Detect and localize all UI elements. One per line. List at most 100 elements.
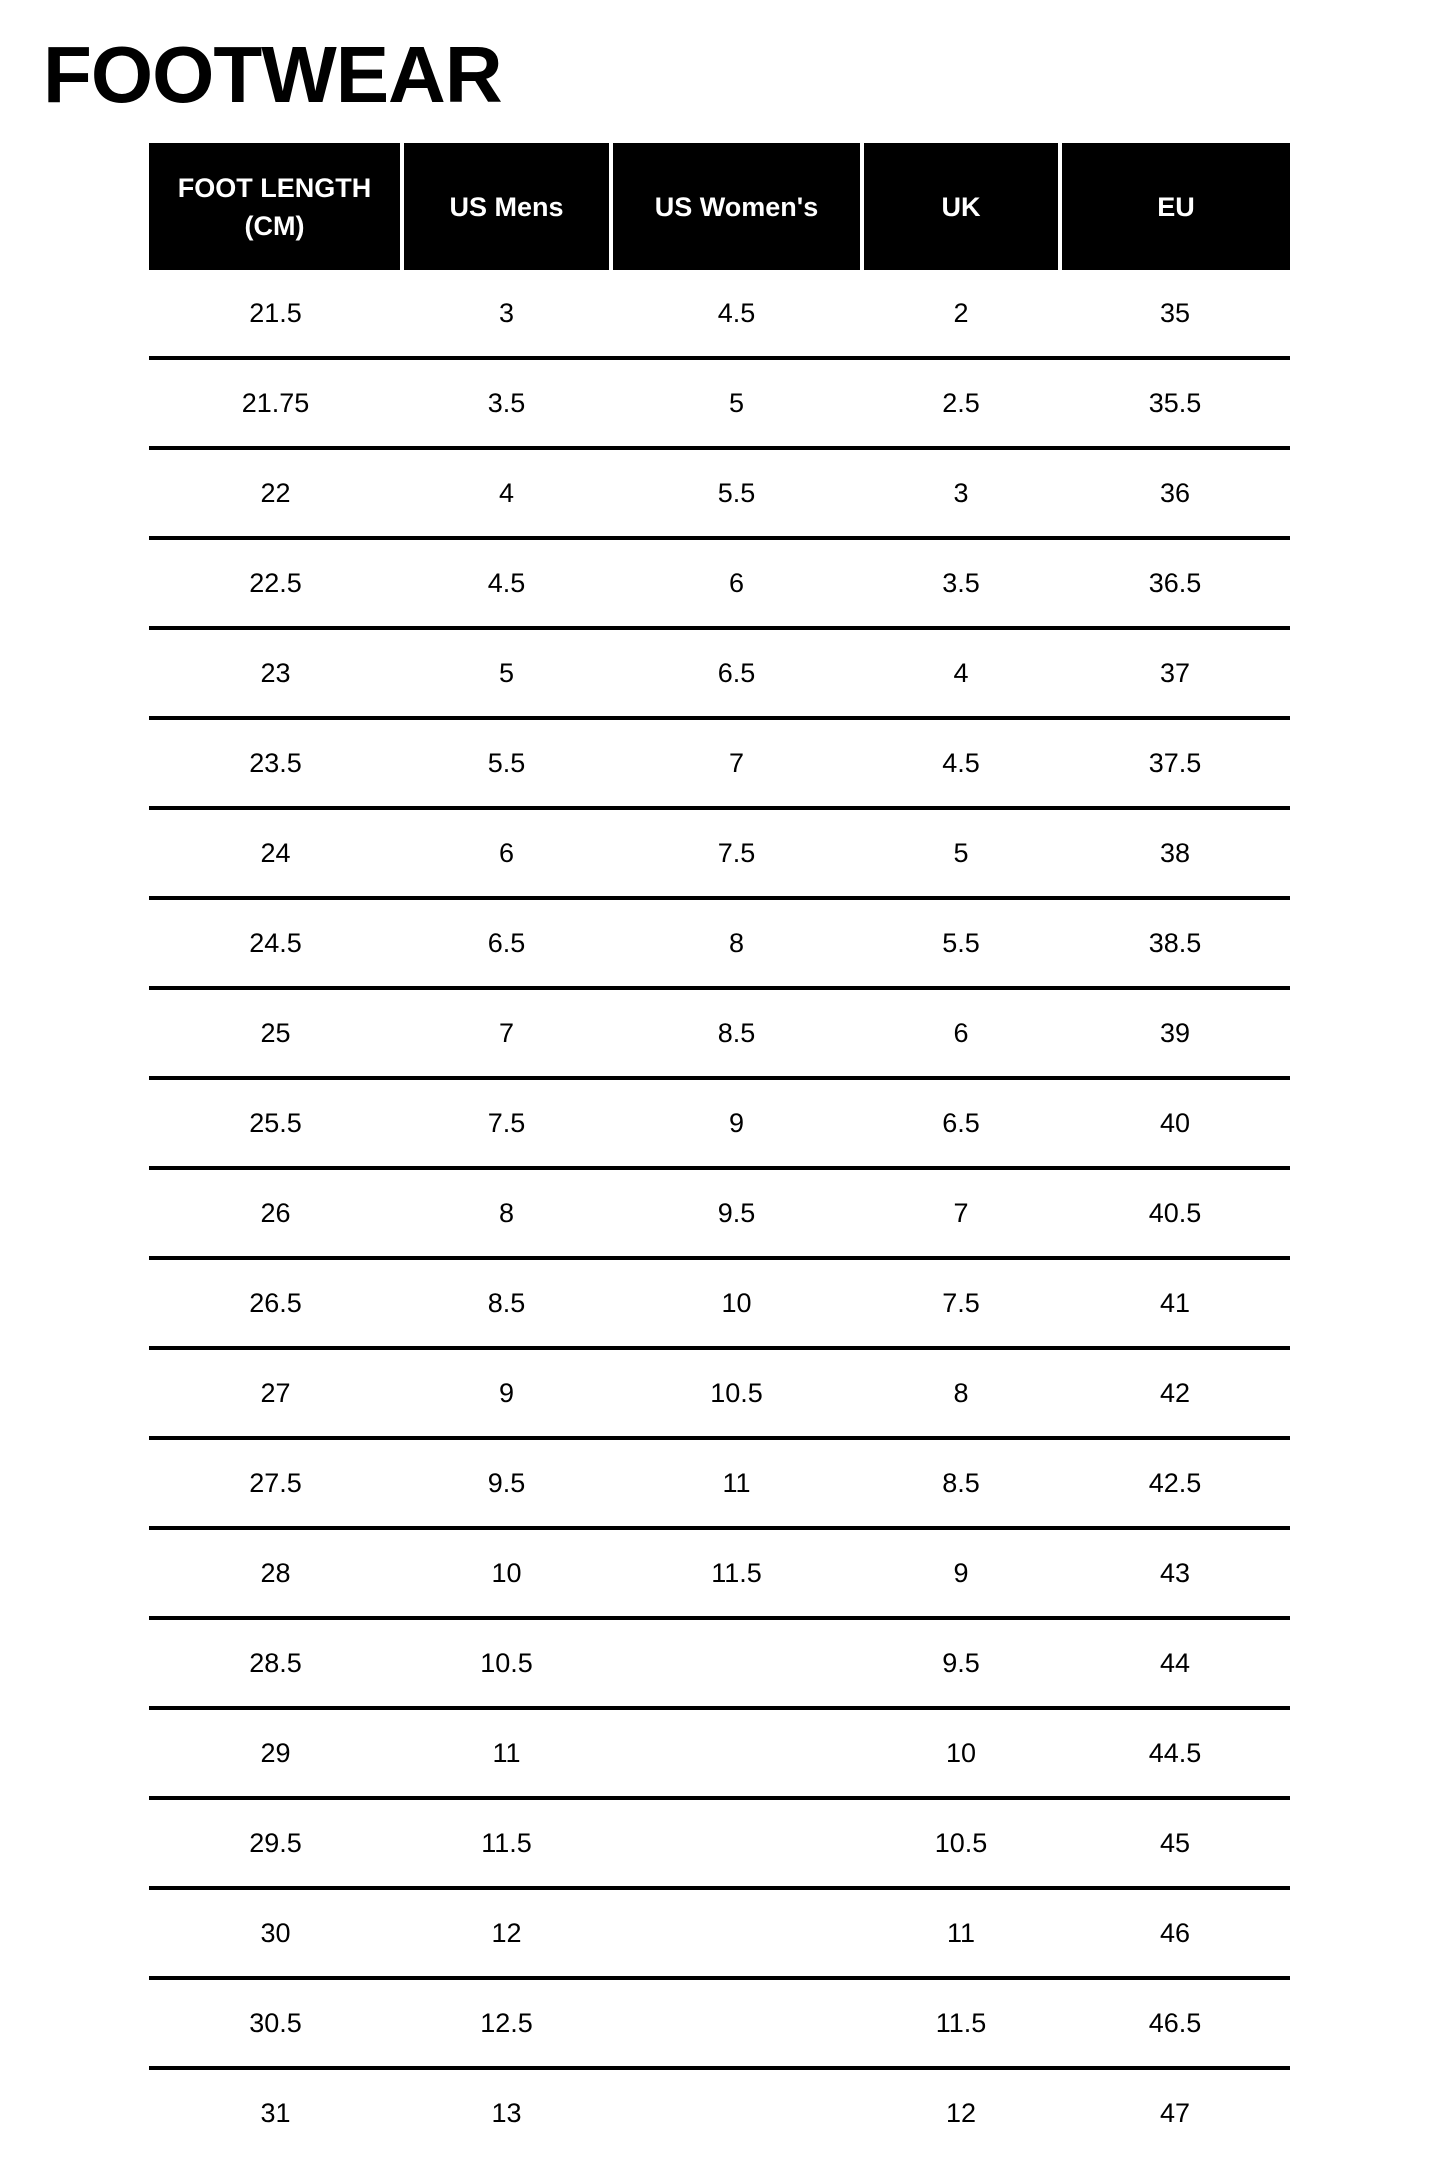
cell-us-mens: 3 — [402, 270, 611, 360]
table-row: 23 5 6.5 4 37 — [149, 628, 1290, 720]
cell-us-womens: 5 — [611, 358, 862, 450]
table-row: 26.5 8.5 10 7.5 41 — [149, 1258, 1290, 1350]
cell-us-womens: 7 — [611, 718, 862, 810]
table-row: 23.5 5.5 7 4.5 37.5 — [149, 718, 1290, 810]
cell-us-mens: 4.5 — [402, 538, 611, 630]
header-us-mens: US Mens — [400, 143, 611, 270]
cell-uk: 10.5 — [862, 1798, 1060, 1890]
table-row: 26 8 9.5 7 40.5 — [149, 1168, 1290, 1260]
cell-uk: 11.5 — [862, 1978, 1060, 2070]
table-row: 22.5 4.5 6 3.5 36.5 — [149, 538, 1290, 630]
cell-uk: 3.5 — [862, 538, 1060, 630]
cell-uk: 9 — [862, 1528, 1060, 1620]
cell-eu: 38.5 — [1060, 898, 1290, 990]
cell-us-womens: 7.5 — [611, 808, 862, 900]
cell-eu: 40.5 — [1060, 1168, 1290, 1260]
cell-uk: 8 — [862, 1348, 1060, 1440]
cell-eu: 44.5 — [1060, 1708, 1290, 1800]
cell-foot-length: 21.75 — [149, 358, 402, 450]
cell-us-womens — [611, 1978, 862, 2070]
cell-eu: 44 — [1060, 1618, 1290, 1710]
cell-eu: 43 — [1060, 1528, 1290, 1620]
cell-uk: 2.5 — [862, 358, 1060, 450]
cell-us-mens: 4 — [402, 448, 611, 540]
cell-uk: 7 — [862, 1168, 1060, 1260]
cell-eu: 42.5 — [1060, 1438, 1290, 1530]
cell-eu: 41 — [1060, 1258, 1290, 1350]
cell-uk: 4.5 — [862, 718, 1060, 810]
cell-us-mens: 5 — [402, 628, 611, 720]
header-us-womens: US Women's — [609, 143, 862, 270]
cell-us-womens: 9.5 — [611, 1168, 862, 1260]
table-row: 22 4 5.5 3 36 — [149, 448, 1290, 540]
cell-uk: 6.5 — [862, 1078, 1060, 1170]
cell-us-mens: 11 — [402, 1708, 611, 1800]
cell-eu: 42 — [1060, 1348, 1290, 1440]
cell-foot-length: 25 — [149, 988, 402, 1080]
cell-uk: 7.5 — [862, 1258, 1060, 1350]
table-header-row: FOOT LENGTH (CM) US Mens US Women's UK E… — [149, 143, 1290, 270]
cell-us-womens — [611, 1798, 862, 1890]
cell-eu: 36.5 — [1060, 538, 1290, 630]
cell-us-mens: 7.5 — [402, 1078, 611, 1170]
cell-us-mens: 6.5 — [402, 898, 611, 990]
cell-uk: 2 — [862, 270, 1060, 360]
cell-us-womens: 9 — [611, 1078, 862, 1170]
cell-us-womens: 4.5 — [611, 270, 862, 360]
cell-foot-length: 24.5 — [149, 898, 402, 990]
cell-us-mens: 8.5 — [402, 1258, 611, 1350]
table-row: 25.5 7.5 9 6.5 40 — [149, 1078, 1290, 1170]
cell-foot-length: 23 — [149, 628, 402, 720]
cell-foot-length: 27 — [149, 1348, 402, 1440]
cell-foot-length: 25.5 — [149, 1078, 402, 1170]
cell-uk: 4 — [862, 628, 1060, 720]
cell-us-womens — [611, 2068, 862, 2156]
cell-uk: 3 — [862, 448, 1060, 540]
cell-us-womens: 8 — [611, 898, 862, 990]
cell-us-womens: 10.5 — [611, 1348, 862, 1440]
cell-eu: 47 — [1159, 2097, 1191, 2128]
cell-us-womens — [611, 1708, 862, 1800]
cell-foot-length: 22 — [149, 448, 402, 540]
cell-us-womens: 11.5 — [611, 1528, 862, 1620]
cell-us-mens: 13 — [491, 2097, 522, 2128]
header-foot-length: FOOT LENGTH (CM) — [149, 143, 402, 270]
cell-uk: 6 — [862, 988, 1060, 1080]
table-row: 21.5 3 4.5 2 35 — [149, 270, 1290, 360]
cell-eu: 45 — [1060, 1798, 1290, 1890]
cell-foot-length: 31 — [260, 2097, 291, 2128]
cell-foot-length: 29 — [149, 1708, 402, 1800]
cell-foot-length: 30.5 — [149, 1978, 402, 2070]
table-row: 30 12 11 46 — [149, 1888, 1290, 1980]
table-row: 27.5 9.5 11 8.5 42.5 — [149, 1438, 1290, 1530]
table-row: 30.5 12.5 11.5 46.5 — [149, 1978, 1290, 2070]
cell-eu: 37.5 — [1060, 718, 1290, 810]
table-row: 21.75 3.5 5 2.5 35.5 — [149, 358, 1290, 450]
cell-us-mens: 5.5 — [402, 718, 611, 810]
cell-foot-length: 28.5 — [149, 1618, 402, 1710]
cell-uk: 12 — [945, 2097, 977, 2128]
cell-uk: 5 — [862, 808, 1060, 900]
cell-us-womens: 6 — [611, 538, 862, 630]
cell-foot-length: 27.5 — [149, 1438, 402, 1530]
cell-eu: 35 — [1060, 270, 1290, 360]
table-row: 28 10 11.5 9 43 — [149, 1528, 1290, 1620]
cell-foot-length: 24 — [149, 808, 402, 900]
cell-eu: 39 — [1060, 988, 1290, 1080]
cell-us-mens: 12.5 — [402, 1978, 611, 2070]
table-row: 31 13 12 47 — [149, 2068, 1290, 2156]
cell-eu: 40 — [1060, 1078, 1290, 1170]
cell-foot-length: 26.5 — [149, 1258, 402, 1350]
cell-us-womens: 11 — [611, 1438, 862, 1530]
cell-us-mens: 12 — [402, 1888, 611, 1980]
cell-eu: 36 — [1060, 448, 1290, 540]
cell-us-mens: 10 — [402, 1528, 611, 1620]
cell-uk: 10 — [862, 1708, 1060, 1800]
cell-foot-length: 29.5 — [149, 1798, 402, 1890]
table-row: 29 11 10 44.5 — [149, 1708, 1290, 1800]
cell-foot-length: 21.5 — [149, 270, 402, 360]
cell-us-mens: 9 — [402, 1348, 611, 1440]
cell-us-mens: 3.5 — [402, 358, 611, 450]
cell-eu: 46.5 — [1060, 1978, 1290, 2070]
table-row: 27 9 10.5 8 42 — [149, 1348, 1290, 1440]
